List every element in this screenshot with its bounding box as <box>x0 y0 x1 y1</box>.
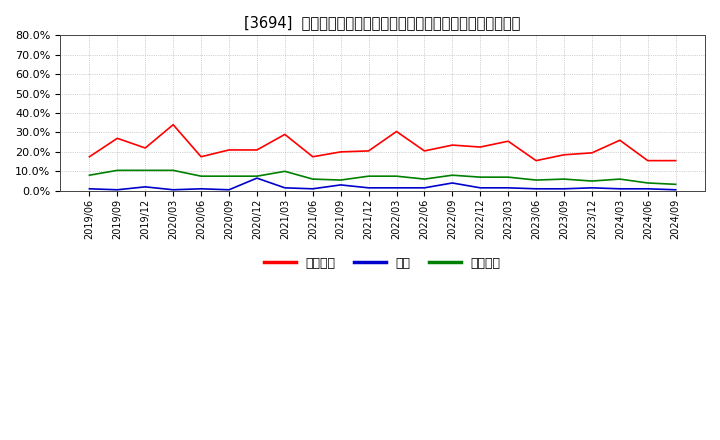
在庫 <box>308 186 317 191</box>
売上債権 <box>671 158 680 163</box>
買入債務 <box>644 180 652 186</box>
買入債務 <box>141 168 150 173</box>
売上債権 <box>85 154 94 159</box>
Line: 買入債務: 買入債務 <box>89 170 675 184</box>
在庫 <box>197 186 205 191</box>
買入債務 <box>476 175 485 180</box>
売上債権 <box>588 150 596 155</box>
在庫 <box>504 185 513 191</box>
売上債権 <box>644 158 652 163</box>
買入債務 <box>364 173 373 179</box>
買入債務 <box>225 173 233 179</box>
在庫 <box>336 182 345 187</box>
在庫 <box>113 187 122 192</box>
買入債務 <box>197 173 205 179</box>
在庫 <box>169 187 178 192</box>
買入債務 <box>616 176 624 182</box>
在庫 <box>476 185 485 191</box>
売上債権 <box>532 158 541 163</box>
在庫 <box>559 186 568 191</box>
売上債権 <box>281 132 289 137</box>
売上債権 <box>308 154 317 159</box>
買入債務 <box>281 169 289 174</box>
在庫 <box>644 186 652 191</box>
売上債権 <box>420 148 428 154</box>
売上債権 <box>169 122 178 127</box>
売上債権 <box>559 152 568 158</box>
売上債権 <box>141 145 150 150</box>
買入債務 <box>671 182 680 187</box>
買入債務 <box>113 168 122 173</box>
売上債権 <box>448 143 456 148</box>
買入債務 <box>504 175 513 180</box>
在庫 <box>141 184 150 190</box>
売上債権 <box>504 139 513 144</box>
在庫 <box>392 185 401 191</box>
買入債務 <box>559 176 568 182</box>
Title: [3694]  売上債権、在庫、買入債務の総資産に対する比率の推移: [3694] 売上債権、在庫、買入債務の総資産に対する比率の推移 <box>244 15 521 30</box>
買入債務 <box>532 177 541 183</box>
在庫 <box>225 187 233 192</box>
在庫 <box>532 186 541 191</box>
在庫 <box>588 185 596 191</box>
売上債権 <box>113 136 122 141</box>
在庫 <box>671 187 680 192</box>
在庫 <box>281 185 289 191</box>
売上債権 <box>253 147 261 153</box>
在庫 <box>420 185 428 191</box>
在庫 <box>616 186 624 191</box>
売上債権 <box>392 129 401 134</box>
買入債務 <box>85 172 94 178</box>
売上債権 <box>336 149 345 154</box>
買入債務 <box>448 172 456 178</box>
売上債権 <box>616 138 624 143</box>
在庫 <box>85 186 94 191</box>
買入債務 <box>336 177 345 183</box>
買入債務 <box>420 176 428 182</box>
在庫 <box>448 180 456 186</box>
買入債務 <box>392 173 401 179</box>
買入債務 <box>253 173 261 179</box>
Legend: 売上債権, 在庫, 買入債務: 売上債権, 在庫, 買入債務 <box>259 252 505 275</box>
在庫 <box>253 176 261 181</box>
売上債権 <box>225 147 233 153</box>
買入債務 <box>169 168 178 173</box>
Line: 在庫: 在庫 <box>89 178 675 190</box>
Line: 売上債権: 売上債権 <box>89 125 675 161</box>
売上債権 <box>364 148 373 154</box>
売上債権 <box>197 154 205 159</box>
在庫 <box>364 185 373 191</box>
買入債務 <box>588 178 596 183</box>
売上債権 <box>476 144 485 150</box>
買入債務 <box>308 176 317 182</box>
